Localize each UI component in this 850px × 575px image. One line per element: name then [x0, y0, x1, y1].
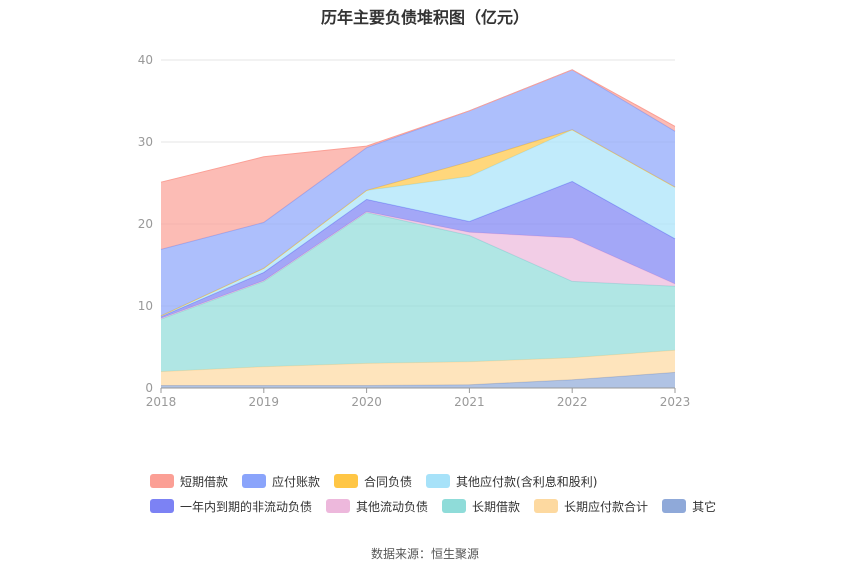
legend-swatch [662, 499, 687, 513]
legend-swatch [242, 474, 267, 488]
legend-label: 其他应付款(含利息和股利) [456, 474, 598, 489]
area-series [161, 211, 675, 320]
x-tick-label: 2019 [249, 395, 280, 409]
area-series [161, 212, 675, 372]
legend-swatch [150, 474, 174, 488]
legend-label: 应付账款 [272, 474, 321, 489]
legend-swatch [334, 474, 359, 488]
legend-item[interactable]: 合同负债 [334, 473, 412, 490]
legend-row: 短期借款 应付账款 合同负债 其他应付款(含利息和股利) [150, 472, 770, 490]
legend-label: 其它 [692, 499, 717, 514]
y-tick-label: 30 [138, 135, 153, 149]
legend: 短期借款 应付账款 合同负债 其他应付款(含利息和股利) 一年内到期的非流动负债 其他流… [150, 472, 770, 522]
legend-item[interactable]: 其他流动负债 [326, 498, 428, 515]
data-source-note: 数据来源：恒生聚源 [370, 547, 479, 561]
area-series [161, 69, 675, 250]
legend-label: 长期借款 [472, 499, 521, 514]
legend-label: 短期借款 [180, 474, 229, 489]
legend-label: 其他流动负债 [356, 499, 429, 514]
legend-label: 长期应付款合计 [564, 499, 649, 514]
area-series-group [160, 69, 676, 388]
legend-swatch [534, 499, 559, 513]
legend-swatch [150, 499, 174, 513]
area-series [161, 69, 675, 316]
stacked-area-chart: 0 10 20 30 40 2018 2019 2020 2021 2022 2023 [138, 53, 691, 409]
legend-item[interactable]: 长期借款 [442, 498, 520, 515]
x-tick-label: 2022 [557, 395, 588, 409]
legend-item[interactable]: 长期应付款合计 [534, 498, 648, 515]
legend-item[interactable]: 其他应付款(含利息和股利) [426, 473, 597, 490]
legend-item[interactable]: 应付账款 [242, 473, 320, 490]
chart-title: 历年主要负债堆积图（亿元） [320, 8, 529, 27]
legend-item[interactable]: 其它 [662, 498, 716, 515]
area-series [161, 372, 675, 388]
y-tick-label: 20 [138, 217, 153, 231]
legend-label: 一年内到期的非流动负债 [180, 499, 313, 514]
y-tick-label: 0 [145, 381, 153, 395]
axes: 2018 2019 2020 2021 2022 2023 [146, 387, 691, 409]
legend-swatch [326, 499, 351, 513]
area-series-line [160, 69, 676, 183]
legend-row: 一年内到期的非流动负债 其他流动负债 长期借款 长期应付款合计 其它 [150, 497, 770, 515]
x-tick-label: 2023 [660, 395, 691, 409]
legend-item[interactable]: 一年内到期的非流动负债 [150, 498, 312, 515]
y-tick-label: 10 [138, 299, 153, 313]
x-tick-label: 2020 [351, 395, 382, 409]
legend-swatch [442, 499, 467, 513]
x-tick-label: 2021 [454, 395, 485, 409]
legend-item[interactable]: 短期借款 [150, 473, 228, 490]
legend-label: 合同负债 [364, 474, 413, 489]
x-tick-label: 2018 [146, 395, 177, 409]
y-tick-label: 40 [138, 53, 153, 67]
legend-swatch [426, 474, 451, 488]
area-series [161, 129, 675, 317]
area-series-line [160, 129, 676, 317]
area-series [161, 181, 675, 319]
